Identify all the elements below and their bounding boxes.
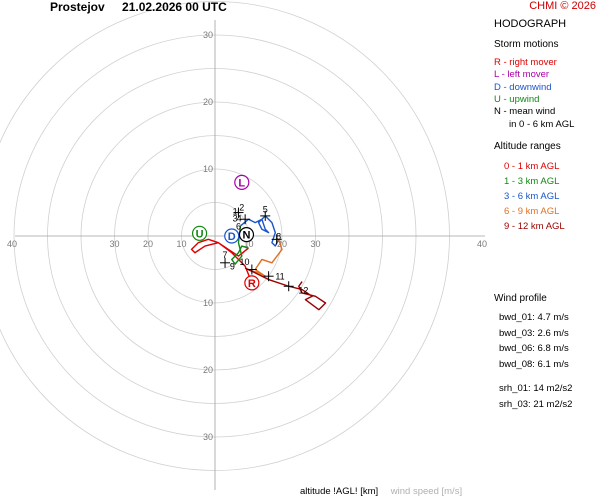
bwd-value: bwd_01: 4.7 m/s <box>499 312 569 324</box>
srh-value: srh_03: 21 m2/s2 <box>499 398 573 410</box>
wind-cross <box>283 281 294 292</box>
storm-marker-u: U <box>191 225 208 241</box>
height-label: 12 <box>298 286 308 296</box>
wind-cross <box>240 214 251 225</box>
height-label: 9 <box>230 262 235 272</box>
height-label: 2 <box>239 203 244 213</box>
x-tick-label: 30 <box>109 239 119 249</box>
height-label: 3 <box>233 213 238 223</box>
hodograph-series-line <box>190 238 253 284</box>
storm-motion-legend-item: N - mean wind <box>494 106 556 118</box>
storm-motion-markers: U L D N R <box>191 174 260 291</box>
storm-marker-circle <box>191 225 208 241</box>
height-label: 5 <box>263 205 268 215</box>
footer-windspeed-label: wind speed [m/s] <box>390 486 463 497</box>
storm-motion-legend-item: R - right mover <box>494 56 557 68</box>
altitude-range-legend-item: 6 - 9 km AGL <box>504 205 560 217</box>
x-tick-label: 20 <box>143 239 153 249</box>
altitude-range-legend-item: 0 - 1 km AGL <box>504 160 560 172</box>
axis-tick-labels: 40 30 20 10 10 20 30 40 30 20 10 10 20 30 <box>7 30 487 442</box>
bwd-value: bwd_03: 2.6 m/s <box>499 327 569 339</box>
y-tick-label: 10 <box>203 164 213 174</box>
storm-marker-circle <box>224 228 240 244</box>
wind-crosses <box>220 207 294 292</box>
footer: altitude !AGL! [km] wind speed [m/s] <box>300 486 462 497</box>
y-tick-label: 20 <box>203 365 213 375</box>
altitude-ranges-title: Altitude ranges <box>494 141 561 153</box>
y-tick-label: 30 <box>203 30 213 40</box>
srh-value: srh_01: 14 m2/s2 <box>499 383 573 395</box>
height-label: 6 <box>236 221 241 231</box>
station-name: Prostejov <box>50 0 105 14</box>
legend-title: HODOGRAPH <box>494 18 567 30</box>
storm-marker-d: D <box>224 228 240 244</box>
srh-list: srh_01: 14 m2/s2 srh_03: 21 m2/s2 <box>494 381 600 412</box>
storm-marker-letter: U <box>196 228 204 240</box>
x-tick-label: 10 <box>176 239 186 249</box>
wind-cross <box>271 234 282 245</box>
legend-panel: HODOGRAPH Storm motions R - right mover L… <box>494 18 600 412</box>
storm-motions-list: R - right mover L - left mover D - downwin… <box>494 57 600 119</box>
wind-cross <box>233 207 244 218</box>
storm-marker-letter: L <box>238 177 245 189</box>
storm-marker-n: N <box>238 227 255 243</box>
storm-motions-title: Storm motions <box>494 39 559 51</box>
storm-marker-circle <box>238 227 255 243</box>
storm-marker-letter: R <box>248 278 256 290</box>
altitude-range-legend-item: 9 - 12 km AGL <box>504 220 565 232</box>
wind-cross <box>260 210 271 221</box>
height-label: 8 <box>276 231 281 241</box>
storm-marker-circle <box>234 174 250 190</box>
storm-marker-circle <box>244 275 260 291</box>
storm-marker-l: L <box>234 174 250 190</box>
y-tick-label: 20 <box>203 97 213 107</box>
height-label: 11 <box>275 272 284 282</box>
x-tick-label: 20 <box>277 239 287 249</box>
height-label: 7 <box>223 250 228 260</box>
storm-marker-r: R <box>244 275 260 291</box>
x-tick-label: 30 <box>310 239 320 249</box>
altitude-ranges-list: 0 - 1 km AGL 1 - 3 km AGL 3 - 6 km AGL 6 - … <box>494 159 600 234</box>
wind-cross <box>263 271 274 282</box>
hodograph-series-line <box>231 225 249 265</box>
hodograph-series-line <box>240 215 280 247</box>
datetime: 21.02.2026 00 UTC <box>122 0 227 14</box>
bwd-value: bwd_08: 6.1 m/s <box>499 358 569 370</box>
height-label: 4 <box>237 213 242 223</box>
storm-marker-letter: N <box>243 230 251 242</box>
hodograph-series <box>190 215 327 311</box>
y-tick-label: 10 <box>203 298 213 308</box>
wind-cross <box>246 264 257 275</box>
height-label: 1 <box>233 207 238 217</box>
storm-motion-legend-item: D - downwind <box>494 81 552 93</box>
altitude-range-legend-item: 3 - 6 km AGL <box>504 190 560 202</box>
altitude-range-legend-item: 1 - 3 km AGL <box>504 175 560 187</box>
credit: CHMI © 2026 <box>529 0 596 12</box>
storm-motion-legend-item: L - left mover <box>494 69 550 81</box>
y-tick-label: 30 <box>203 432 213 442</box>
bwd-value: bwd_06: 6.8 m/s <box>499 343 569 355</box>
mean-wind-note: in 0 - 6 km AGL <box>509 118 575 130</box>
hodograph-series-line <box>244 267 327 311</box>
title-bar: Prostejov 21.02.2026 00 UTC <box>50 0 241 14</box>
hodograph-axes <box>15 20 485 490</box>
wind-cross <box>220 257 231 268</box>
wind-profile-title: Wind profile <box>494 292 547 304</box>
footer-altitude-label: altitude !AGL! [km] <box>300 486 379 497</box>
storm-marker-letter: D <box>228 231 236 243</box>
bwd-list: bwd_01: 4.7 m/s bwd_03: 2.6 m/s bwd_06: 6.… <box>494 310 600 372</box>
storm-motion-legend-item: U - upwind <box>494 94 540 106</box>
x-tick-label: 40 <box>7 239 17 249</box>
height-label: 10 <box>239 257 249 267</box>
x-tick-label: 40 <box>477 239 487 249</box>
x-tick-label: 10 <box>243 239 253 249</box>
